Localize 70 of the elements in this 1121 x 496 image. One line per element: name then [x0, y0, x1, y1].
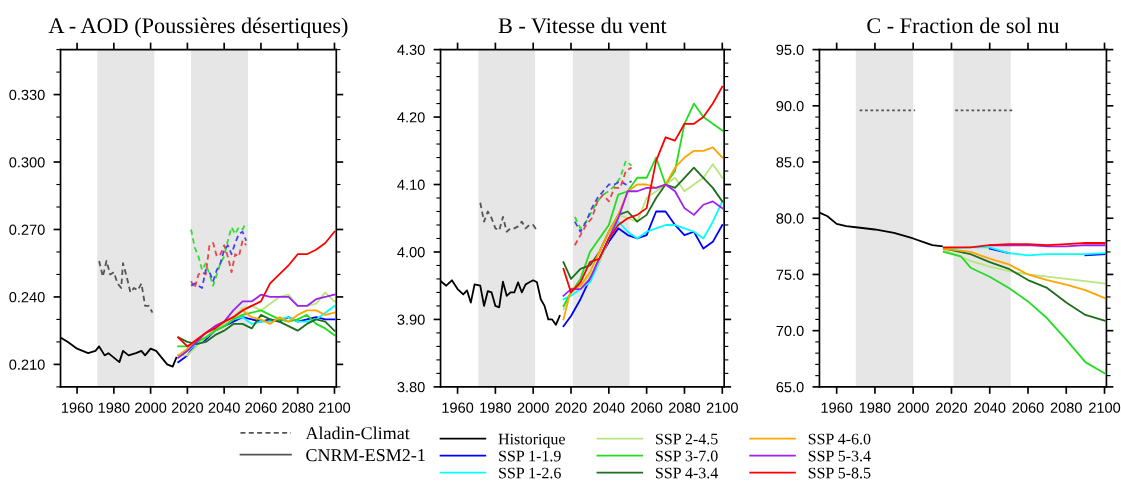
y-tick-label: 75.0: [776, 269, 804, 280]
x-tick-label: 1960: [442, 402, 474, 413]
x-tick-label: 2080: [282, 402, 314, 413]
y-tick-label: 65.0: [776, 381, 804, 393]
line-series: [562, 146, 724, 321]
x-tick-label: 2020: [935, 402, 968, 413]
x-tick-label: 2020: [171, 402, 204, 413]
x-tick-label: 2100: [1089, 402, 1121, 413]
legend-label: SSP 1-2.6: [499, 467, 561, 479]
chart-title: C - Fraction de sol nu: [867, 17, 1060, 34]
x-tick-label: 2020: [555, 402, 587, 413]
legend-label: SSP 1-1.9: [499, 450, 561, 462]
y-tick-label: 4.20: [397, 112, 425, 123]
y-tick-label: 0.270: [9, 224, 45, 235]
line-series: [177, 230, 336, 348]
y-tick-label: 4.10: [397, 179, 425, 190]
chart-title: A - AOD (Poussières désertiques): [48, 17, 348, 38]
x-tick-label: 1960: [61, 402, 93, 413]
x-tick-label: 2040: [208, 402, 240, 413]
x-tick-label: 2100: [318, 402, 351, 413]
text: CNRM-ESM2-1: [306, 449, 425, 462]
chart-title: B - Vitesse du vent: [498, 17, 667, 34]
x-tick-label: 1960: [821, 402, 853, 413]
legend-label: SSP 3-7.0: [656, 450, 718, 462]
x-tick-label: 2100: [706, 402, 738, 413]
x-tick-label: 1980: [480, 402, 512, 413]
x-tick-label: 2040: [974, 402, 1006, 413]
y-tick-label: 95.0: [776, 44, 804, 56]
x-tick-label: 2000: [517, 402, 549, 413]
line-series: [573, 180, 633, 233]
legend-label: SSP 2-4.5: [656, 433, 718, 445]
line-series: [190, 239, 248, 289]
line-series: [573, 159, 633, 230]
legend-label: SSP 4-6.0: [808, 433, 871, 445]
y-tick-label: 80.0: [776, 213, 804, 224]
line-series: [942, 247, 1106, 299]
y-tick-label: 85.0: [776, 157, 804, 168]
line-series: [562, 183, 724, 297]
x-tick-label: 2060: [631, 402, 663, 413]
y-tick-label: 4.00: [397, 247, 425, 258]
x-tick-label: 2040: [593, 402, 625, 413]
x-tick-label: 2080: [668, 402, 701, 413]
y-tick-label: 4.30: [397, 44, 425, 56]
legend-label: Historique: [498, 433, 565, 448]
y-tick-label: 90.0: [776, 100, 804, 112]
y-tick-label: 70.0: [776, 325, 804, 337]
x-tick-label: 1980: [98, 402, 130, 413]
legend-label: SSP 5-8.5: [808, 467, 871, 479]
y-tick-label: 0.300: [9, 157, 45, 168]
y-tick-label: 3.90: [397, 314, 425, 325]
x-tick-label: 2080: [1050, 402, 1082, 413]
line-series: [479, 201, 538, 233]
y-tick-label: 0.240: [9, 292, 45, 303]
line-series: [942, 251, 1106, 375]
x-tick-label: 2000: [135, 402, 167, 413]
line-series: [98, 260, 154, 314]
text: Aladin-Climat: [305, 426, 410, 440]
line-series: [190, 230, 248, 289]
line-series: [573, 166, 633, 247]
x-tick-label: 1980: [859, 402, 891, 413]
y-tick-label: 3.80: [397, 381, 425, 393]
x-tick-label: 2060: [1012, 402, 1044, 413]
y-tick-label: 0.210: [9, 359, 45, 370]
y-tick-label: 0.330: [9, 89, 45, 100]
x-tick-label: 2000: [897, 402, 929, 413]
line-series: [942, 248, 1106, 285]
line-series: [562, 163, 724, 311]
legend-label: SSP 5-3.4: [808, 450, 871, 462]
legend-label: SSP 4-3.4: [656, 467, 718, 479]
x-tick-label: 2060: [245, 402, 277, 413]
